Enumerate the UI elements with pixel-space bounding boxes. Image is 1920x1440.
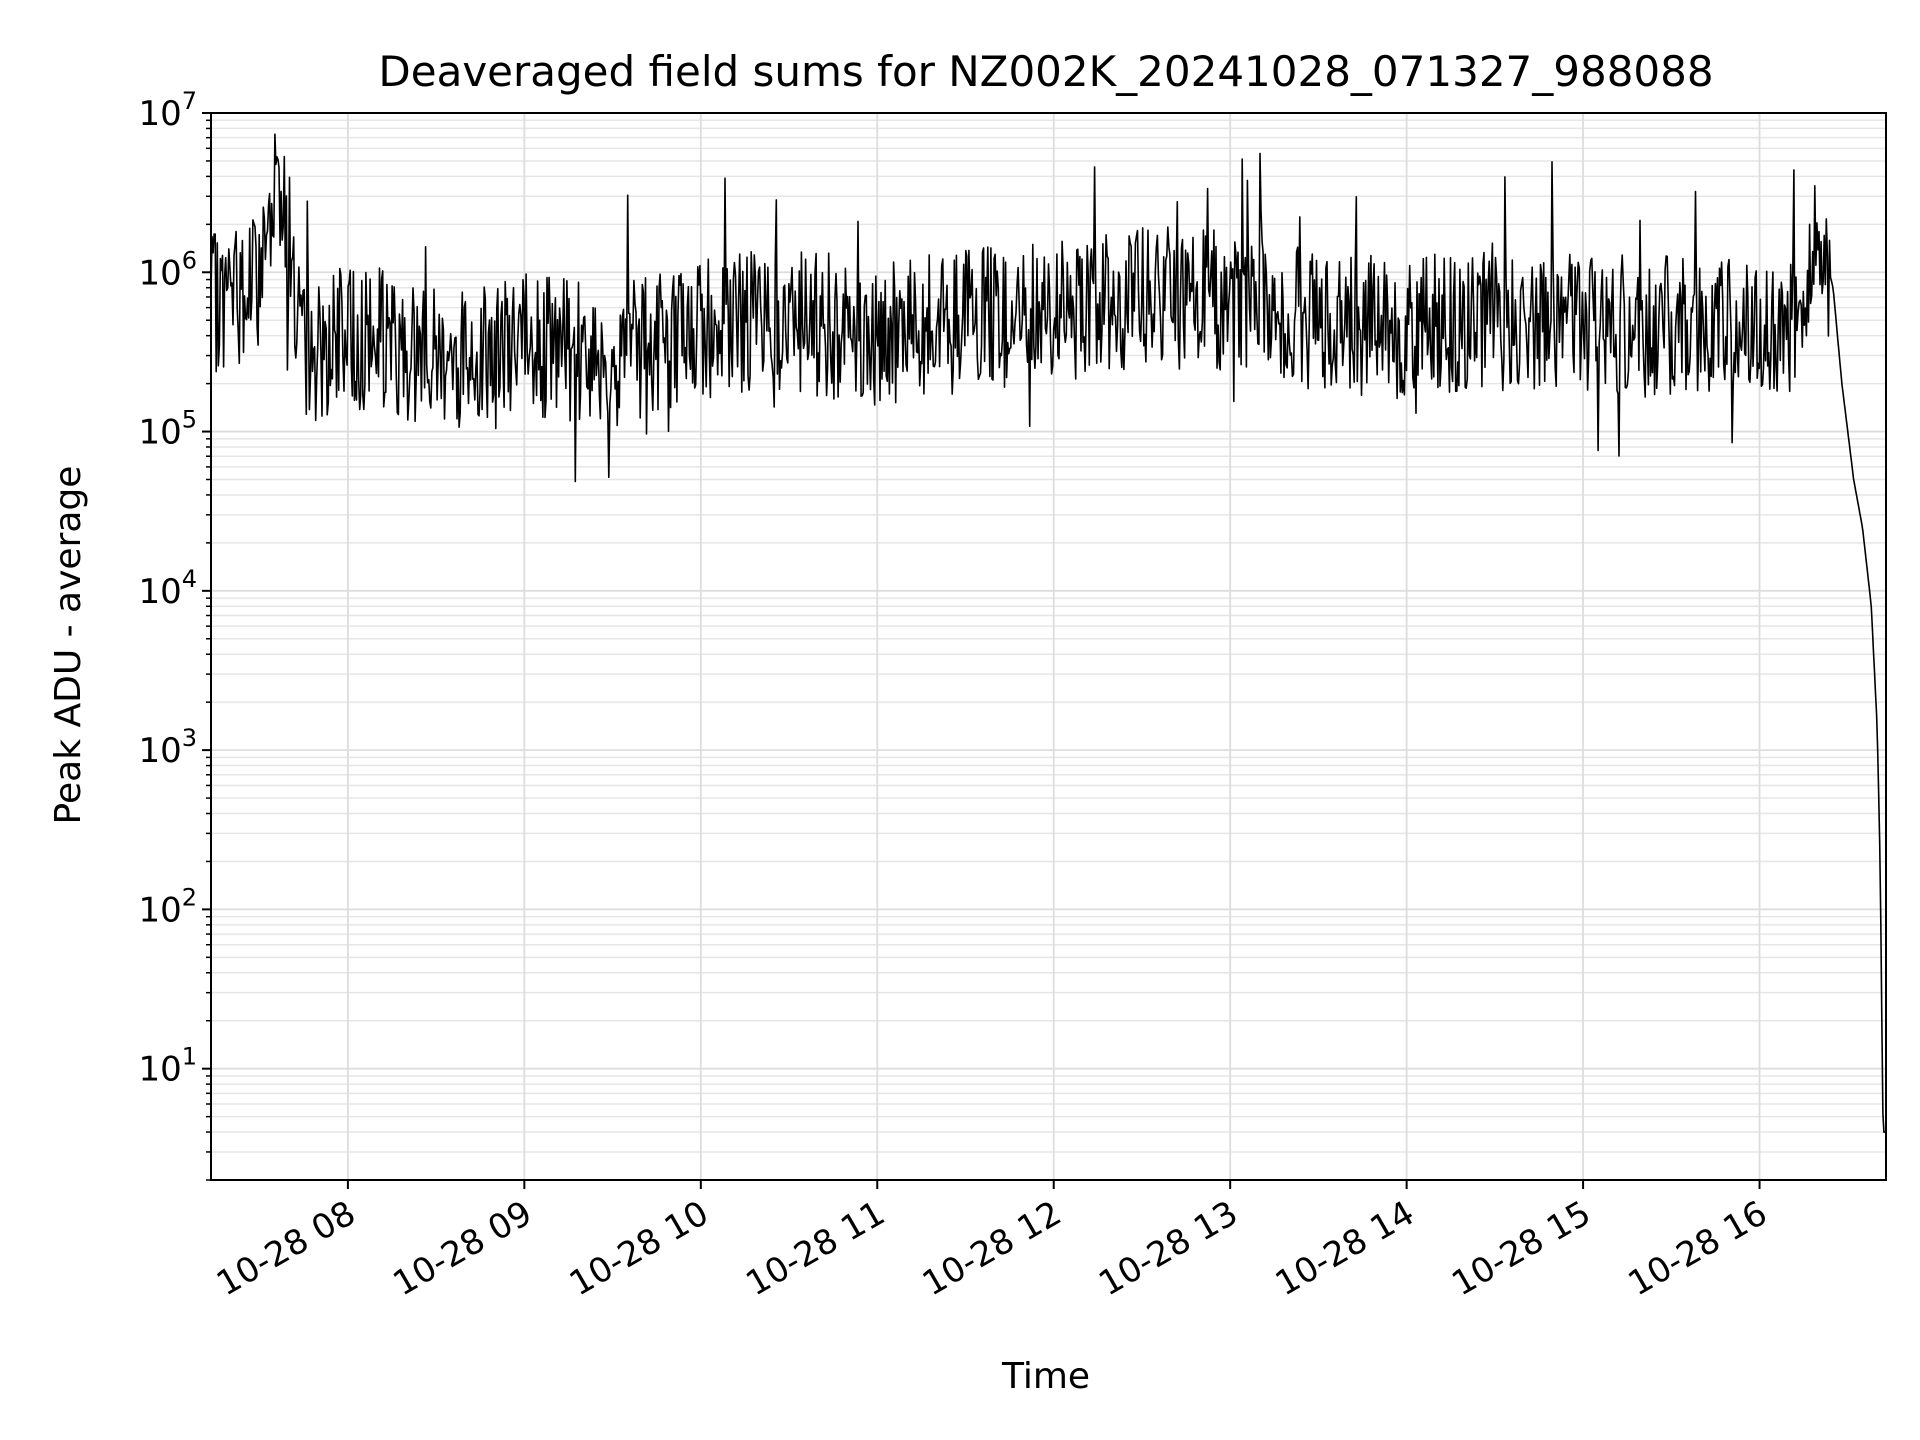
y-axis-label: Peak ADU - average xyxy=(48,466,89,825)
y-tick-label: 105 xyxy=(138,406,197,453)
y-tick-label: 102 xyxy=(138,883,197,930)
chart-title: Deaveraged field sums for NZ002K_2024102… xyxy=(378,47,1713,96)
y-tick-label: 107 xyxy=(138,87,197,134)
y-tick-label: 104 xyxy=(138,565,197,612)
y-tick-label: 101 xyxy=(138,1043,197,1090)
plot-frame xyxy=(210,112,1887,1181)
series-line xyxy=(210,133,1886,1133)
y-tick-label: 106 xyxy=(138,246,197,293)
y-axis: 101 102 103 104 105 106 107 xyxy=(138,87,211,1181)
y-tick-label: 103 xyxy=(138,724,197,771)
x-axis-label: Time xyxy=(1001,1356,1090,1397)
